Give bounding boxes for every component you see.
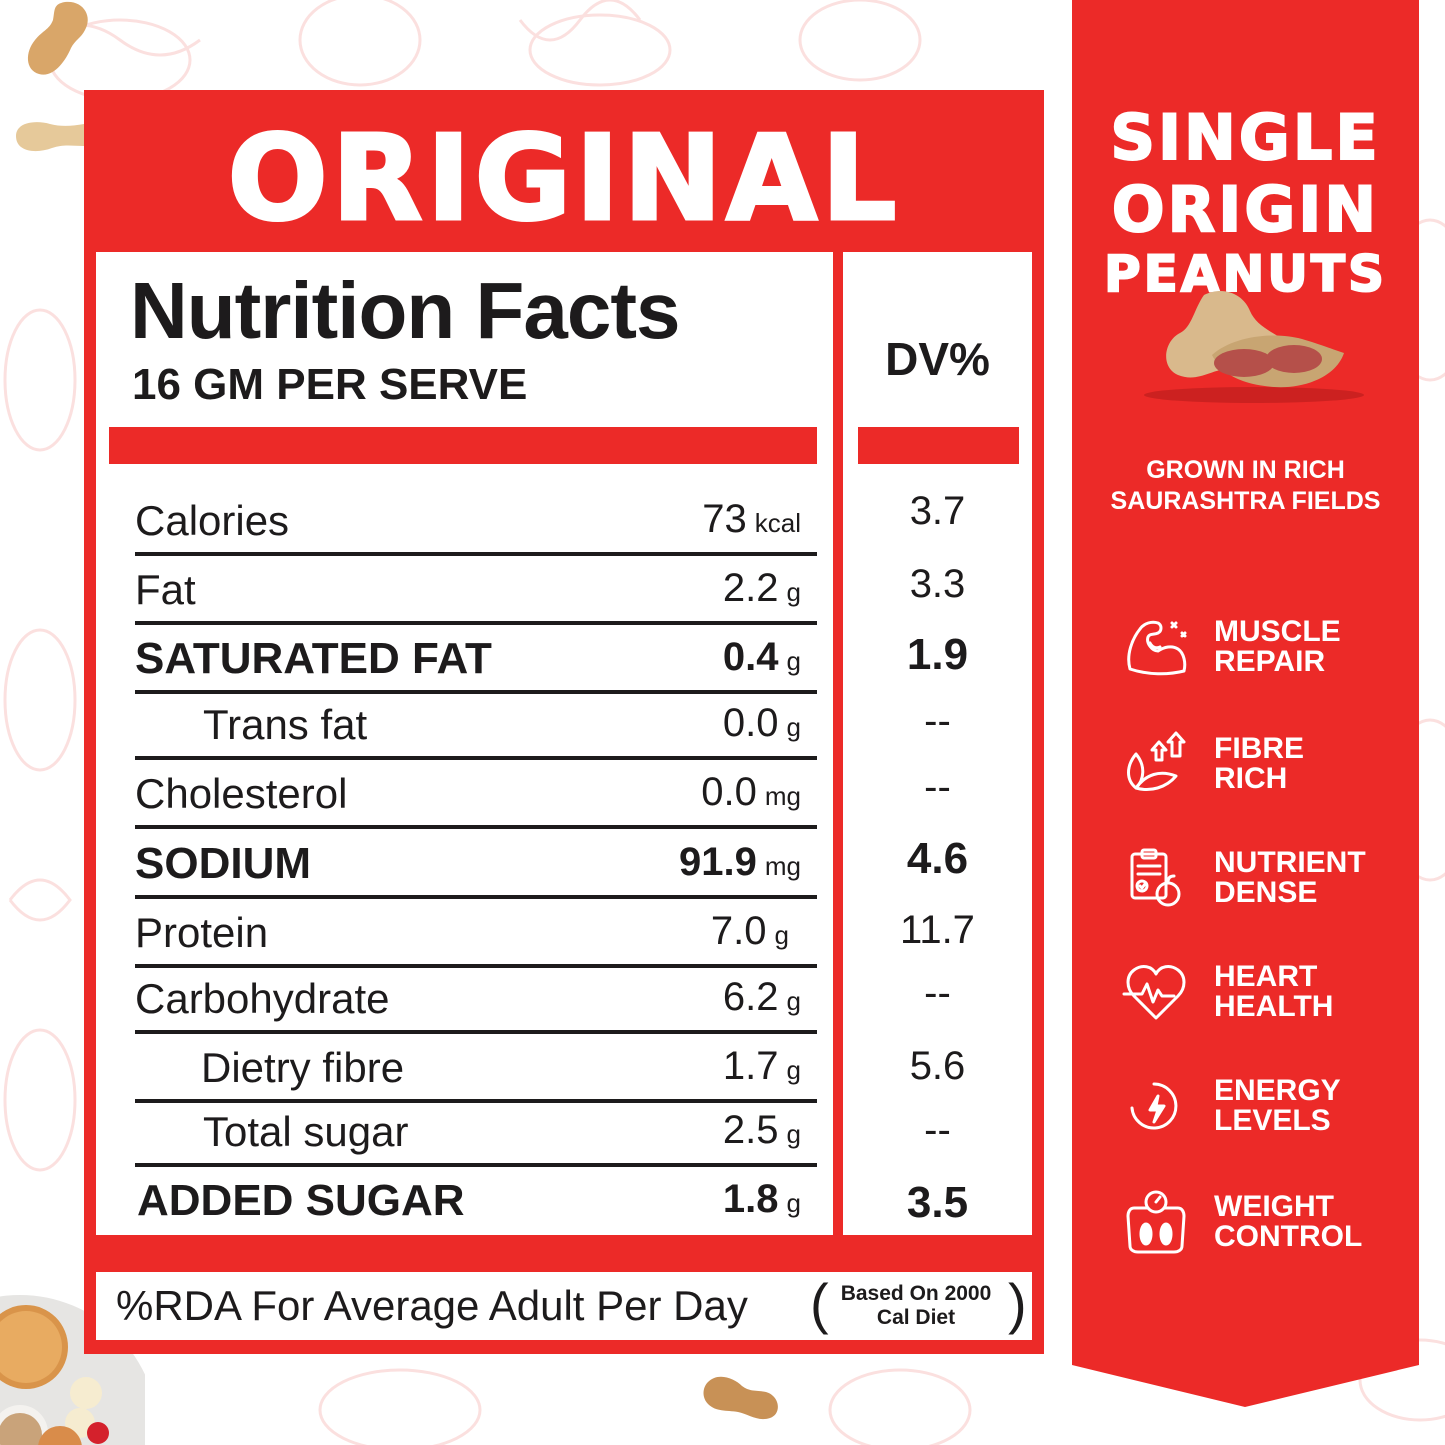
benefit-weight-control: WEIGHT CONTROL xyxy=(1122,1182,1412,1262)
dv-value-calories: 3.7 xyxy=(909,489,966,533)
dv-value-dietry-fibre: 5.6 xyxy=(909,1044,966,1088)
dv-value-trans-fat: -- xyxy=(924,699,951,743)
clipboard-apple-icon xyxy=(1130,848,1181,907)
dv-value-added-sugar: 3.5 xyxy=(906,1178,969,1227)
dv-value-total-sugar: -- xyxy=(924,1108,951,1152)
peanut-image xyxy=(1144,290,1364,403)
row-divider xyxy=(135,1163,817,1167)
fibre-leaf-icon xyxy=(1127,731,1186,791)
nutrient-row-calories: Calories 73 kcal xyxy=(135,492,817,556)
nutrient-label: Trans fat xyxy=(203,701,368,748)
dv-value-saturated-fat: 1.9 xyxy=(906,630,969,679)
nutrient-amount: 0.0 mg xyxy=(701,770,801,814)
nutrient-amount: 73 kcal xyxy=(702,497,801,541)
row-divider xyxy=(135,690,817,694)
nutrient-amount: 2.5 g xyxy=(722,1108,801,1152)
nutrient-amount: 1.7 g xyxy=(722,1044,801,1088)
banner-title: SINGLE ORIGIN PEANUTS xyxy=(1103,101,1388,304)
benefit-energy-levels: ENERGY LEVELS xyxy=(1122,1066,1412,1146)
muscle-icon xyxy=(1127,620,1187,676)
nutrient-row-carbohydrate: Carbohydrate 6.2 g xyxy=(135,970,817,1034)
nutrient-amount: 1.8 g xyxy=(722,1177,801,1221)
peanut-decoration-bottom xyxy=(703,1376,778,1420)
nutrition-facts-heading: Nutrition Facts xyxy=(130,266,680,355)
peanut-decoration-left xyxy=(16,122,84,152)
nutrition-panel: Nutrition Facts 16 GM PER SERVE Calories… xyxy=(96,252,833,1235)
dv-value-protein: 11.7 xyxy=(900,908,975,952)
nutrient-row-protein: Protein 7.0 g xyxy=(135,904,817,968)
nutrient-row-sodium: SODIUM 91.9 mg xyxy=(135,835,817,899)
row-divider xyxy=(135,964,817,968)
benefit-label: HEART HEALTH xyxy=(1214,960,1334,1023)
nutrient-amount: 2.2 g xyxy=(722,566,801,610)
benefit-heart-health: HEART HEALTH xyxy=(1122,952,1412,1032)
benefit-label: FIBRE RICH xyxy=(1214,732,1304,795)
weighing-scale-icon xyxy=(1126,1190,1186,1254)
energy-bolt-icon xyxy=(1130,1082,1178,1130)
nutrient-label: ADDED SUGAR xyxy=(137,1176,465,1225)
benefit-label: ENERGY LEVELS xyxy=(1214,1074,1341,1137)
rda-footnote-text: %RDA For Average Adult Per Day xyxy=(116,1282,748,1329)
nutrient-label: Calories xyxy=(135,497,290,544)
peanut-decoration-top xyxy=(27,1,88,75)
nutrient-amount: 6.2 g xyxy=(722,975,801,1019)
benefit-fibre-rich: FIBRE RICH xyxy=(1122,724,1412,804)
heart-pulse-icon xyxy=(1122,965,1186,1020)
footnote-paren-open: ( xyxy=(810,1272,829,1335)
nutrient-row-saturated-fat: SATURATED FAT 0.4 g xyxy=(135,630,817,694)
nutrient-label: Total sugar xyxy=(203,1108,409,1155)
row-divider xyxy=(135,552,817,556)
nutrient-label: Cholesterol xyxy=(135,770,348,817)
product-variant-title: ORIGINAL xyxy=(226,108,901,249)
dv-header-divider-bar xyxy=(858,427,1019,464)
nutrition-card: ORIGINAL Nutrition Facts 16 GM PER SERVE… xyxy=(84,90,1044,1354)
nutrient-row-total-sugar: Total sugar 2.5 g xyxy=(135,1103,817,1167)
nutrient-amount: 0.4 g xyxy=(722,635,801,679)
nutrient-row-fat: Fat 2.2 g xyxy=(135,561,817,625)
nutrient-row-added-sugar: ADDED SUGAR 1.8 g xyxy=(135,1172,817,1232)
nutrient-label: Carbohydrate xyxy=(135,975,390,1022)
nutrient-label: Fat xyxy=(135,566,196,613)
footnote-paren-close: ) xyxy=(1008,1272,1027,1335)
nutrient-row-dietry-fibre: Dietry fibre 1.7 g xyxy=(135,1039,817,1103)
benefit-label: MUSCLE REPAIR xyxy=(1214,615,1341,678)
nutrient-label: Dietry fibre xyxy=(201,1044,405,1091)
benefit-label: WEIGHT CONTROL xyxy=(1214,1190,1363,1253)
nutrient-label: Protein xyxy=(135,909,269,956)
daily-value-panel: DV% 3.7 3.3 1.9 -- -- 4.6 11.7 -- 5.6 --… xyxy=(843,252,1032,1235)
dv-value-sodium: 4.6 xyxy=(906,834,969,883)
dv-value-carbohydrate: -- xyxy=(924,971,951,1015)
nutrient-row-cholesterol: Cholesterol 0.0 mg xyxy=(135,765,817,829)
benefit-nutrient-dense: NUTRIENT DENSE xyxy=(1122,838,1412,918)
banner-subtitle: GROWN IN RICH SAURASHTRA FIELDS xyxy=(1110,456,1381,515)
benefit-muscle-repair: MUSCLE REPAIR xyxy=(1122,607,1412,687)
header-divider-bar xyxy=(109,427,817,464)
nutrient-row-trans-fat: Trans fat 0.0 g xyxy=(135,696,817,760)
nutrient-amount: 91.9 mg xyxy=(679,840,801,884)
dv-value-fat: 3.3 xyxy=(909,562,966,606)
nutrient-label: SATURATED FAT xyxy=(135,634,492,683)
row-divider xyxy=(135,621,817,625)
single-origin-banner: SINGLE ORIGIN PEANUTS GROWN IN RICH SAUR… xyxy=(1072,0,1419,1407)
nutrient-amount: 0.0 g xyxy=(722,701,801,745)
benefit-label: NUTRIENT DENSE xyxy=(1214,846,1366,909)
nutrient-amount: 7.0 g xyxy=(710,909,789,953)
nutrient-label: SODIUM xyxy=(135,839,311,888)
row-divider xyxy=(135,895,817,899)
dv-value-cholesterol: -- xyxy=(924,765,951,809)
rda-footnote: %RDA For Average Adult Per Day ( Based O… xyxy=(96,1272,1032,1340)
row-divider xyxy=(135,1030,817,1034)
row-divider xyxy=(135,1099,817,1103)
row-divider xyxy=(135,825,817,829)
dv-column-header: DV% xyxy=(885,333,990,385)
row-divider xyxy=(135,756,817,760)
serving-size: 16 GM PER SERVE xyxy=(132,360,528,409)
footnote-diet-basis: Based On 2000 Cal Diet xyxy=(840,1282,992,1329)
